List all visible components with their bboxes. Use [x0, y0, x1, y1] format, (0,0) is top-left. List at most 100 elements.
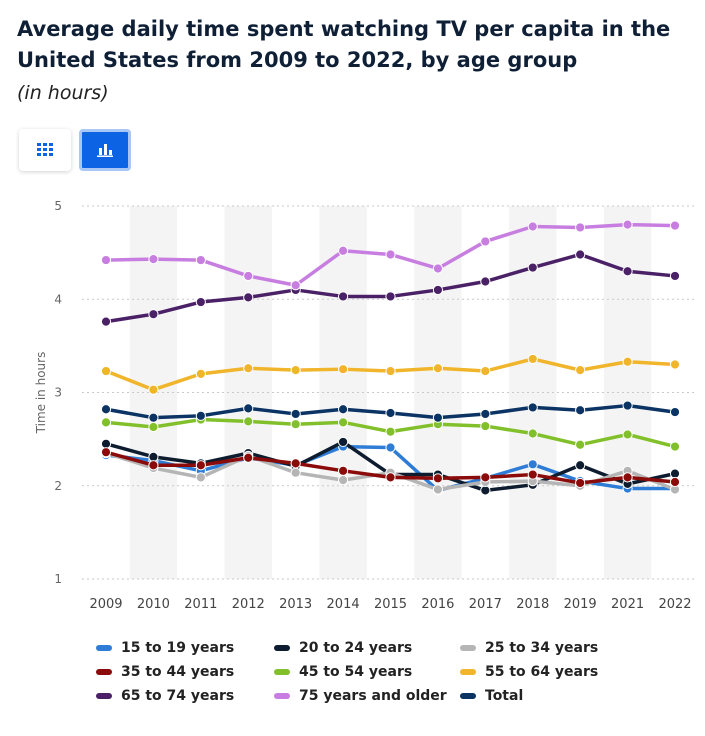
data-point-total: [480, 408, 491, 420]
data-point-75-years-and-older: [290, 280, 301, 291]
data-point-total: [385, 407, 396, 419]
legend-item-75-years-and-older[interactable]: 75 years and older: [274, 686, 460, 706]
data-point-total: [432, 412, 444, 423]
data-point-total: [622, 400, 633, 411]
data-point-total: [243, 403, 254, 414]
data-point-45-to-54-years: [243, 416, 254, 427]
legend-item-25-to-34-years[interactable]: 25 to 34 years: [460, 638, 660, 658]
y-tick-label: 3: [54, 386, 62, 400]
data-point-75-years-and-older: [669, 220, 681, 231]
data-point-55-to-64-years: [337, 364, 349, 375]
data-point-total: [337, 404, 349, 415]
data-point-75-years-and-older: [100, 254, 112, 266]
legend-label: 45 to 54 years: [299, 664, 413, 680]
legend-item-55-to-64-years[interactable]: 55 to 64 years: [460, 662, 660, 682]
data-point-total: [148, 412, 159, 423]
legend-swatch: [460, 669, 476, 675]
data-point-45-to-54-years: [100, 417, 112, 428]
bar-chart-icon: [97, 144, 113, 157]
data-point-35-to-44-years: [290, 458, 301, 469]
x-tick-label: 2017: [469, 597, 502, 612]
data-point-75-years-and-older: [243, 270, 254, 282]
data-point-45-to-54-years: [669, 441, 681, 452]
data-point-25-to-34-years: [290, 467, 301, 478]
x-tick-label: 2014: [327, 597, 360, 612]
data-point-20-to-24-years: [148, 451, 159, 462]
data-point-45-to-54-years: [385, 426, 396, 437]
data-point-65-to-74-years: [243, 292, 254, 303]
data-point-55-to-64-years: [527, 353, 538, 365]
data-point-35-to-44-years: [669, 476, 681, 488]
data-point-55-to-64-years: [622, 356, 633, 367]
data-point-55-to-64-years: [195, 368, 206, 379]
data-point-75-years-and-older: [575, 222, 586, 233]
data-point-65-to-74-years: [669, 270, 681, 282]
y-tick-label: 1: [54, 572, 62, 586]
data-point-65-to-74-years: [480, 276, 491, 287]
legend-item-15-to-19-years[interactable]: 15 to 19 years: [96, 638, 274, 658]
x-tick-label: 2010: [137, 597, 170, 612]
data-point-45-to-54-years: [622, 429, 633, 440]
data-point-45-to-54-years: [290, 419, 301, 430]
legend-swatch: [274, 645, 290, 651]
legend-swatch: [460, 693, 476, 699]
data-point-75-years-and-older: [527, 221, 538, 232]
y-tick-label: 5: [54, 199, 62, 213]
data-point-25-to-34-years: [432, 484, 444, 495]
y-tick-label: 4: [54, 292, 62, 306]
data-point-35-to-44-years: [432, 473, 444, 484]
legend-item-total[interactable]: Total: [460, 686, 660, 706]
data-point-35-to-44-years: [148, 460, 159, 471]
legend-swatch: [96, 645, 112, 651]
chart-view-button[interactable]: [79, 129, 131, 171]
data-point-total: [290, 408, 301, 420]
line-chart: 1 2 3 4 5 Time in hours 2009 2010 2011 2012 2013 20…: [34, 199, 697, 612]
x-tick-label: 2022: [658, 597, 691, 612]
data-point-20-to-24-years: [480, 485, 491, 496]
data-point-65-to-74-years: [337, 291, 349, 302]
data-point-65-to-74-years: [622, 266, 633, 277]
chart-subtitle: (in hours): [17, 82, 109, 104]
data-point-total: [195, 410, 206, 421]
x-tick-label: 2013: [279, 597, 312, 612]
data-point-55-to-64-years: [148, 384, 159, 395]
data-point-65-to-74-years: [575, 249, 586, 260]
data-point-65-to-74-years: [432, 284, 444, 296]
legend-swatch: [96, 693, 112, 699]
x-tick-label: 2015: [374, 597, 407, 612]
legend-label: 25 to 34 years: [485, 640, 599, 656]
legend-item-35-to-44-years[interactable]: 35 to 44 years: [96, 662, 274, 682]
data-point-total: [669, 406, 681, 418]
data-point-35-to-44-years: [480, 472, 491, 483]
data-point-75-years-and-older: [622, 219, 633, 230]
x-tick-label: 2021: [611, 597, 644, 612]
x-tick-label: 2016: [421, 597, 454, 612]
data-point-45-to-54-years: [575, 439, 586, 450]
data-point-20-to-24-years: [337, 436, 349, 448]
data-point-65-to-74-years: [385, 291, 396, 302]
legend-label: 20 to 24 years: [299, 640, 413, 656]
data-point-75-years-and-older: [480, 236, 491, 247]
data-point-35-to-44-years: [100, 447, 112, 458]
x-tick-label: 2018: [516, 597, 549, 612]
data-point-20-to-24-years: [100, 438, 112, 449]
data-point-55-to-64-years: [669, 359, 681, 370]
table-view-button[interactable]: [19, 129, 71, 171]
data-point-75-years-and-older: [148, 254, 159, 265]
data-point-65-to-74-years: [195, 296, 206, 308]
data-point-35-to-44-years: [337, 465, 349, 476]
x-tick-label: 2012: [232, 597, 265, 612]
legend-swatch: [274, 693, 290, 699]
data-point-45-to-54-years: [148, 421, 159, 433]
data-point-65-to-74-years: [100, 316, 112, 327]
legend-item-20-to-24-years[interactable]: 20 to 24 years: [274, 638, 460, 658]
x-tick-label: 2019: [564, 597, 597, 612]
data-point-75-years-and-older: [432, 263, 444, 274]
data-point-55-to-64-years: [432, 363, 444, 374]
legend-item-45-to-54-years[interactable]: 45 to 54 years: [274, 662, 460, 682]
data-point-55-to-64-years: [575, 365, 586, 376]
legend-item-65-to-74-years[interactable]: 65 to 74 years: [96, 686, 274, 706]
data-point-total: [575, 405, 586, 416]
data-point-75-years-and-older: [195, 254, 206, 266]
data-point-45-to-54-years: [480, 420, 491, 432]
